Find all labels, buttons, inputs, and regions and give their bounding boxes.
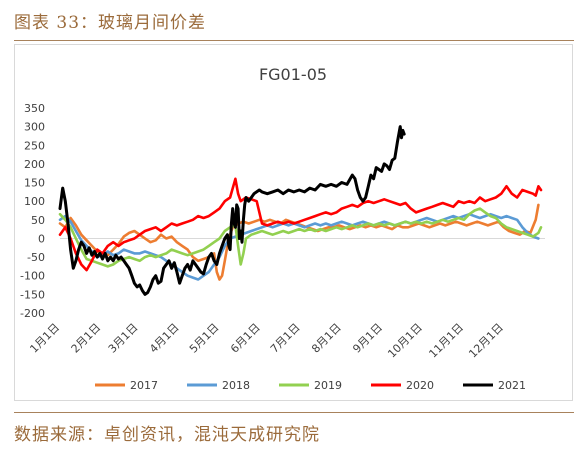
chart-frame: FG01-05 350 300 250 200 150 100 50 0 -50 -100 -150 -… (14, 44, 573, 401)
x-tick-label: 7月1日 (268, 321, 303, 356)
y-tick-label: 150 (24, 177, 45, 190)
x-tick-label: 5月1日 (187, 321, 222, 356)
y-tick-label: 200 (24, 158, 45, 171)
x-tick-label: 4月1日 (147, 321, 182, 356)
y-tick-label: 300 (24, 121, 45, 134)
y-tick-label: 0 (38, 232, 45, 245)
x-tick-label: 1月1日 (27, 321, 62, 356)
x-tick-label: 9月1日 (350, 321, 385, 356)
chart-svg: FG01-05 350 300 250 200 150 100 50 0 -50 -100 -150 -… (20, 65, 545, 392)
legend-label-2019: 2019 (314, 379, 342, 392)
x-tick-label: 10月1日 (385, 321, 425, 361)
y-tick-label: 50 (31, 214, 45, 227)
y-tick-label: -50 (27, 251, 45, 264)
legend-label-2020: 2020 (406, 379, 434, 392)
series-line-2021 (58, 125, 406, 296)
series-line-2020 (58, 177, 543, 272)
y-tick-label: -150 (20, 288, 45, 301)
legend-label-2021: 2021 (498, 379, 526, 392)
x-tick-label: 6月1日 (228, 321, 263, 356)
y-tick-label: -100 (20, 270, 45, 283)
chart-title: FG01-05 (259, 65, 327, 84)
figure-caption: 图表 33：玻璃月间价差 (14, 13, 207, 33)
y-tick-label: 100 (24, 195, 45, 208)
legend-label-2017: 2017 (130, 379, 158, 392)
source-note: 数据来源：卓创资讯，混沌天成研究院 (14, 425, 320, 445)
legend-label-2018: 2018 (222, 379, 250, 392)
x-tick-label: 2月1日 (69, 321, 104, 356)
series-line-2019 (58, 207, 543, 268)
source-rule (14, 412, 574, 413)
y-tick-label: -200 (20, 307, 45, 320)
x-tick-label: 12月1日 (466, 321, 506, 361)
x-tick-label: 8月1日 (309, 321, 344, 356)
x-tick-label: 3月1日 (106, 321, 141, 356)
y-tick-label: 350 (24, 102, 45, 115)
x-tick-label: 11月1日 (426, 321, 466, 361)
y-tick-label: 250 (24, 139, 45, 152)
caption-rule (14, 40, 574, 41)
